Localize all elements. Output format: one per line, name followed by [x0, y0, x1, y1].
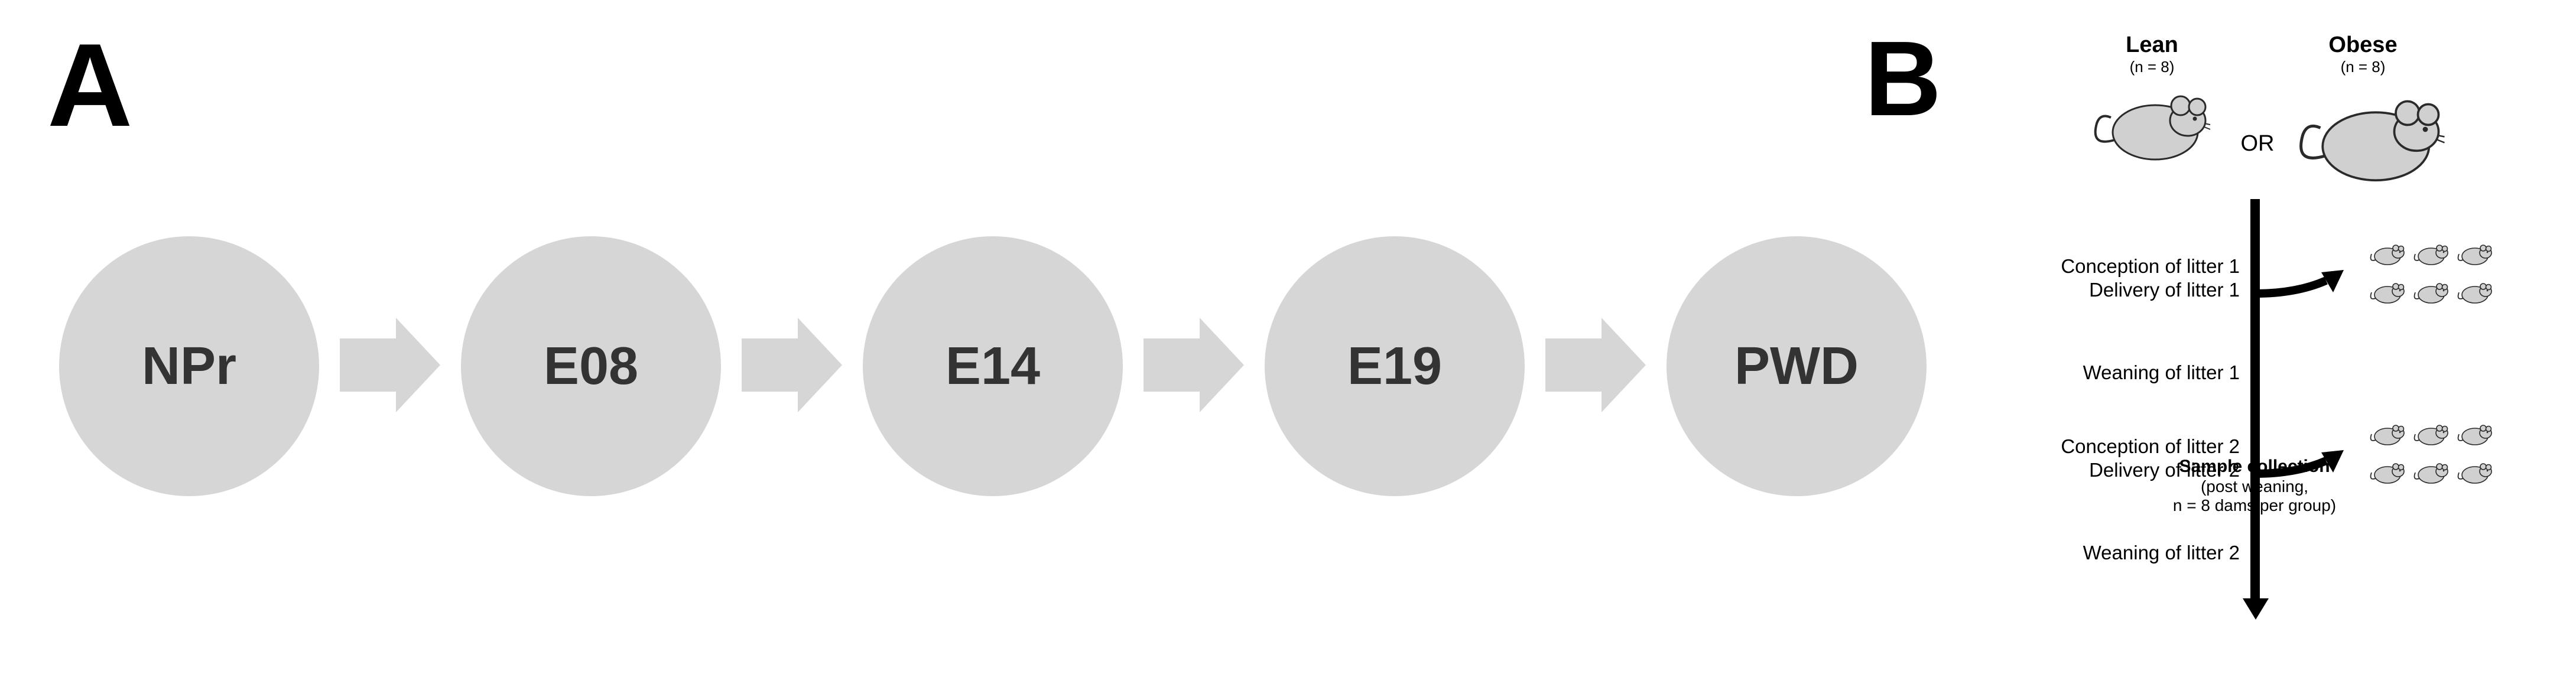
panel-b-label: B: [1864, 18, 1941, 140]
pup-icon: [2370, 237, 2406, 267]
branch-arrow-icon: [2255, 270, 2370, 317]
stage-circle: NPr: [59, 236, 319, 496]
arrow-icon: [742, 312, 842, 418]
pup-icon: [2457, 237, 2494, 267]
sample-collection-title: Sample collection: [1956, 457, 2553, 477]
timeline-arrowhead-icon: [2243, 598, 2269, 620]
mouse-group-title: Lean: [2087, 32, 2217, 58]
pup-icon: [2457, 276, 2494, 305]
mouse-illustration: [2087, 76, 2217, 168]
mouse-group: Obese(n = 8): [2298, 32, 2428, 190]
pup: [2457, 418, 2494, 450]
pup: [2457, 276, 2494, 308]
mouse-groups: Lean(n = 8) ORObese(n = 8): [1956, 32, 2559, 190]
timeline-label: Delivery of litter 1: [2089, 279, 2240, 301]
flow-arrow: [742, 312, 842, 421]
pup: [2457, 237, 2494, 270]
branch-arrow: [2255, 270, 2370, 320]
timeline: Conception of litter 1Delivery of litter…: [1956, 199, 2559, 630]
pup: [2413, 418, 2450, 450]
mouse-group-subtitle: (n = 8): [2298, 58, 2428, 76]
pup: [2370, 237, 2406, 270]
pup-icon: [2413, 237, 2450, 267]
sample-collection-text: Sample collection (post weaning, n = 8 d…: [1956, 457, 2553, 515]
mouse-group-subtitle: (n = 8): [2087, 58, 2217, 76]
timeline-label: Weaning of litter 1: [2083, 361, 2240, 384]
timeline-label: Conception of litter 2: [2061, 435, 2240, 458]
panel-a-flow: NPr E08 E14 E19 PWD: [59, 236, 1927, 496]
pups-cluster: [2370, 237, 2523, 308]
pup: [2413, 237, 2450, 270]
pup-icon: [2413, 276, 2450, 305]
pup-icon: [2370, 276, 2406, 305]
mouse-group: Lean(n = 8): [2087, 32, 2217, 168]
pup: [2370, 418, 2406, 450]
flow-arrow: [1144, 312, 1244, 421]
mouse-illustration: [2298, 76, 2428, 190]
pup-icon: [2370, 418, 2406, 447]
arrow-icon: [1144, 312, 1244, 418]
arrow-icon: [340, 312, 440, 418]
or-label: OR: [2241, 131, 2275, 157]
arrow-icon: [1545, 312, 1646, 418]
pup-icon: [2413, 418, 2450, 447]
mouse-icon: [2298, 76, 2446, 187]
stage-circle: E19: [1265, 236, 1525, 496]
flow-arrow: [1545, 312, 1646, 421]
pup: [2413, 276, 2450, 308]
flow-arrow: [340, 312, 440, 421]
stage-circle: E14: [863, 236, 1123, 496]
stage-circle: E08: [461, 236, 721, 496]
stage-circle: PWD: [1667, 236, 1927, 496]
pup: [2370, 276, 2406, 308]
sample-collection-line3: n = 8 dams per group): [1956, 496, 2553, 515]
timeline-label: Conception of litter 1: [2061, 255, 2240, 278]
panel-a-label: A: [47, 18, 132, 154]
sample-collection-line2: (post weaning,: [1956, 477, 2553, 496]
pup-icon: [2457, 418, 2494, 447]
panel-b: Lean(n = 8) ORObese(n = 8) Conception of…: [1956, 32, 2559, 676]
mouse-group-title: Obese: [2298, 32, 2428, 58]
timeline-label: Weaning of litter 2: [2083, 542, 2240, 564]
mouse-icon: [2093, 76, 2211, 165]
timeline-axis: [2250, 199, 2260, 601]
